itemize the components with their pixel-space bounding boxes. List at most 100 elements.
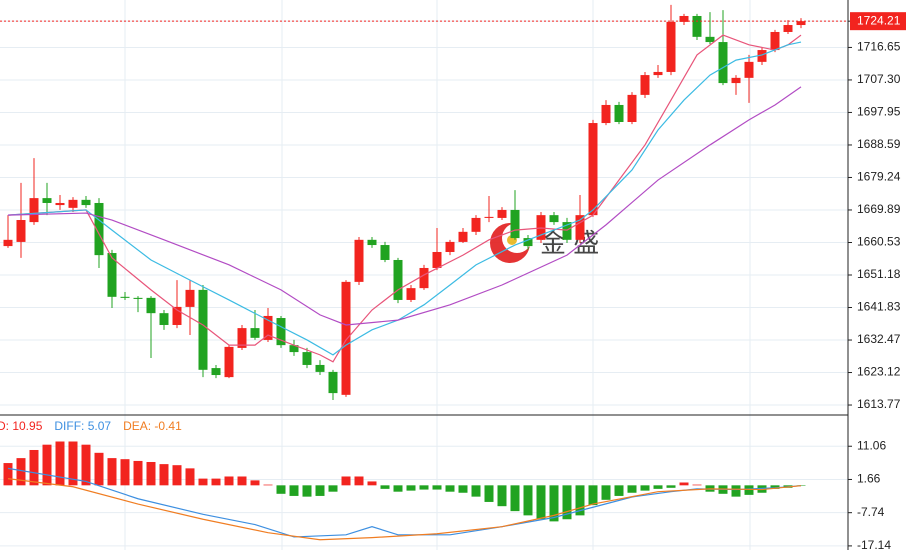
- bar: [120, 459, 130, 486]
- candle-body: [783, 25, 793, 32]
- bar: [146, 462, 156, 486]
- bar: [29, 449, 39, 486]
- candle-body: [718, 42, 728, 84]
- candle-body: [770, 31, 780, 51]
- bar: [601, 485, 611, 500]
- y-tick-label: 1613.77: [857, 397, 901, 411]
- candle-body: [601, 104, 611, 124]
- candle-body: [146, 297, 156, 314]
- candle-body: [367, 239, 377, 246]
- bar: [510, 485, 520, 512]
- y-tick-label: -7.74: [857, 505, 885, 519]
- bar: [588, 485, 598, 506]
- y-tick-label: 1697.95: [857, 105, 901, 119]
- y-tick-label: -17.14: [857, 538, 891, 550]
- bar: [770, 485, 780, 489]
- bar: [549, 485, 559, 522]
- candle-body: [510, 209, 520, 239]
- candle-body: [315, 364, 325, 372]
- candle-body: [3, 239, 13, 247]
- legend-entry: DEA: -0.41: [123, 419, 182, 433]
- bar: [640, 485, 650, 491]
- y-tick-label: 1641.83: [857, 300, 901, 314]
- bar: [380, 485, 390, 489]
- bar: [42, 444, 52, 486]
- candle-body: [341, 281, 351, 395]
- bar: [354, 476, 364, 486]
- candle-body: [588, 123, 598, 216]
- candle-body: [55, 202, 65, 206]
- candle-body: [497, 209, 507, 218]
- bar: [276, 485, 286, 494]
- candle-body: [224, 346, 234, 378]
- bar: [575, 485, 585, 516]
- bar: [458, 485, 468, 493]
- bar: [666, 485, 676, 488]
- bar: [68, 441, 78, 486]
- line-series: [7, 41, 802, 356]
- candle-body: [211, 368, 221, 376]
- bar: [614, 485, 624, 496]
- candle-body: [185, 289, 195, 307]
- candle-body: [757, 50, 767, 62]
- candle-body: [133, 297, 143, 299]
- candle-body: [237, 328, 247, 348]
- bar: [302, 485, 312, 497]
- y-tick-label: 1.66: [857, 472, 881, 486]
- candle-body: [692, 15, 702, 37]
- bar: [744, 485, 754, 495]
- bar: [406, 485, 416, 491]
- bar: [328, 485, 338, 492]
- bar: [159, 464, 169, 486]
- candle-body: [705, 36, 715, 43]
- line-series: [7, 467, 802, 538]
- bar: [16, 458, 26, 486]
- candle-body: [250, 328, 260, 338]
- candle-body: [172, 306, 182, 325]
- candle-body: [549, 215, 559, 223]
- bar: [497, 485, 507, 507]
- bar: [107, 458, 117, 486]
- bar: [692, 484, 702, 486]
- y-tick-label: 1716.65: [857, 40, 901, 54]
- candle-body: [458, 231, 468, 242]
- candle-body: [445, 241, 455, 252]
- legend-entry: DIFF: 5.07: [54, 419, 111, 433]
- candle-body: [653, 71, 663, 76]
- candle-body: [575, 215, 585, 240]
- bar: [419, 485, 429, 490]
- bar: [653, 485, 663, 489]
- bar: [172, 465, 182, 486]
- bar: [55, 441, 65, 486]
- bar: [289, 485, 299, 496]
- line-series: [7, 34, 802, 363]
- bar: [237, 476, 247, 486]
- bar: [263, 484, 273, 486]
- candle-body: [263, 315, 273, 340]
- line-series: [7, 478, 802, 541]
- bar: [315, 485, 325, 496]
- y-tick-label: 1707.30: [857, 72, 901, 86]
- bar: [523, 485, 533, 516]
- y-tick-label: 1669.89: [857, 202, 901, 216]
- y-tick-label: 1679.24: [857, 170, 901, 184]
- candle-body: [328, 371, 338, 394]
- candle-body: [302, 352, 312, 365]
- bar: [731, 485, 741, 497]
- candle-body: [406, 288, 416, 300]
- candle-body: [94, 202, 104, 256]
- y-tick-label: 1688.59: [857, 137, 901, 151]
- candle-body: [731, 77, 741, 84]
- candle-body: [354, 239, 364, 282]
- candle-body: [16, 220, 26, 242]
- candle-body: [81, 199, 91, 206]
- bar: [133, 460, 143, 486]
- bar: [484, 485, 494, 502]
- candle-body: [679, 15, 689, 22]
- bar: [796, 485, 806, 486]
- candle-body: [393, 259, 403, 300]
- candle-body: [198, 289, 208, 370]
- bar: [81, 444, 91, 486]
- candle-body: [29, 198, 39, 223]
- candle-body: [614, 104, 624, 122]
